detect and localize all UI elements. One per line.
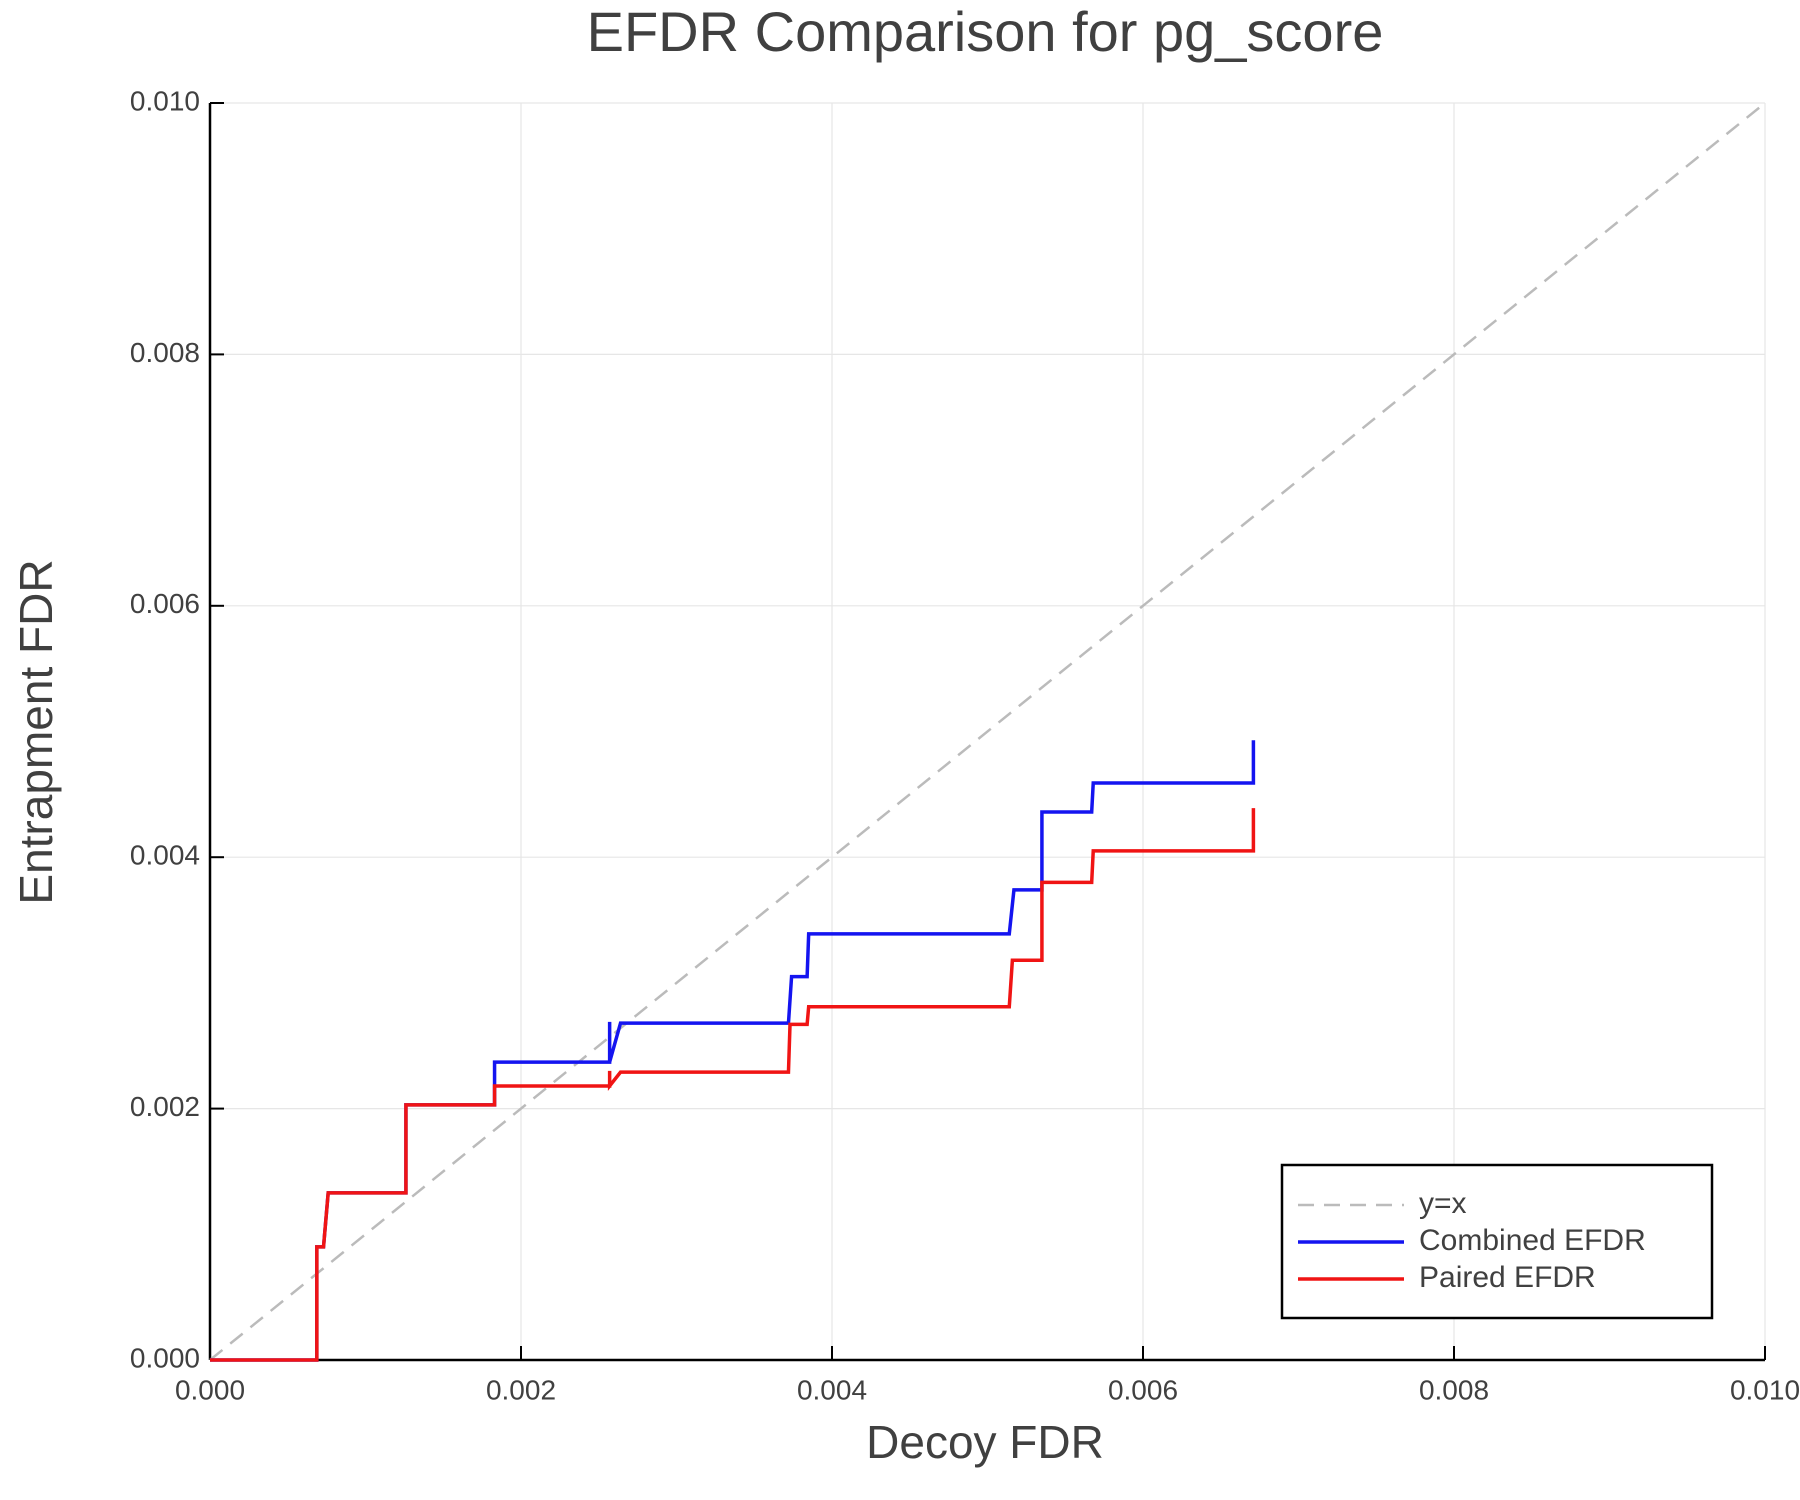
x-axis-title: Decoy FDR (866, 1416, 1104, 1468)
x-tick-label: 0.006 (1108, 1374, 1178, 1405)
series-line (210, 740, 1256, 1362)
legend-label: Combined EFDR (1419, 1224, 1646, 1257)
y-tick-label: 0.006 (130, 588, 200, 619)
x-tick-label: 0.008 (1419, 1374, 1489, 1405)
y-tick-label: 0.010 (130, 85, 200, 116)
y-tick-label: 0.008 (130, 337, 200, 368)
x-tick-label: 0.000 (175, 1374, 245, 1405)
y-tick-label: 0.002 (130, 1091, 200, 1122)
series-line (209, 102, 1766, 1361)
x-tick-label: 0.010 (1730, 1374, 1800, 1405)
y-tick-label: 0.000 (130, 1342, 200, 1373)
legend-label: Paired EFDR (1419, 1261, 1596, 1294)
x-tick-label: 0.002 (486, 1374, 556, 1405)
x-tick-label: 0.004 (797, 1374, 867, 1405)
series-line (210, 808, 1256, 1362)
y-tick-label: 0.004 (130, 840, 200, 871)
y-axis-title: Entrapment FDR (10, 559, 62, 904)
chart-title: EFDR Comparison for pg_score (587, 0, 1384, 63)
legend-label: y=x (1419, 1187, 1467, 1220)
